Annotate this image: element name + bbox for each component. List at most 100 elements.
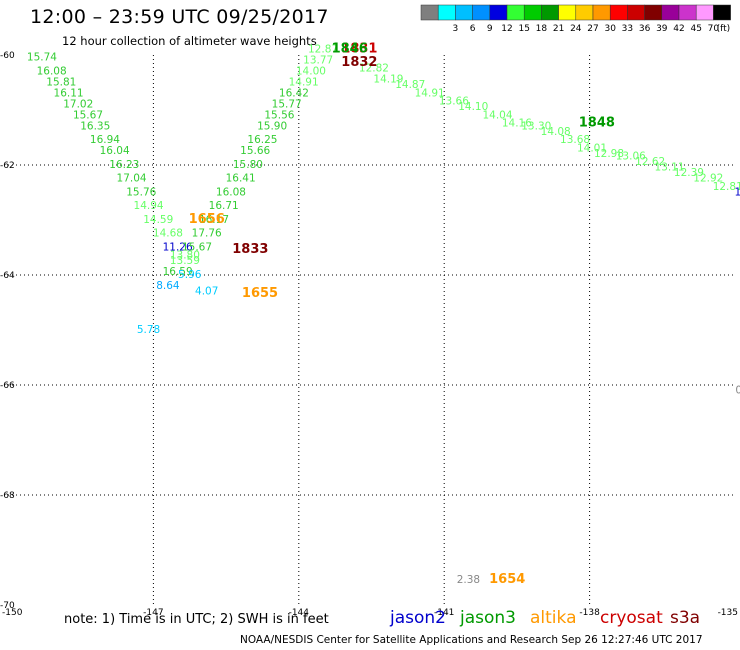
- scale-label: 15: [518, 24, 529, 34]
- time-label: 1655: [242, 286, 278, 301]
- swh-value-label: 13.66: [439, 96, 469, 108]
- y-tick-label: -64: [0, 271, 15, 281]
- scale-swatch: [661, 4, 680, 21]
- chart-title: 12:00 – 23:59 UTC 09/25/2017: [30, 6, 329, 28]
- time-label: 1846: [332, 41, 368, 56]
- swh-value-label: 17.76: [192, 228, 222, 240]
- time-label: 1654: [489, 572, 525, 587]
- swh-value-label: 2.38: [457, 574, 480, 586]
- swh-value-label: 12.82: [359, 63, 389, 75]
- y-tick-label: -60: [0, 51, 15, 61]
- y-tick-labels: -60 -62 -64 -66 -68 -70: [0, 51, 15, 611]
- swh-value-label: 14.10: [458, 101, 488, 113]
- scale-label: 9: [487, 24, 493, 34]
- scale-swatch: [713, 4, 731, 21]
- swh-value-label: 15.74: [27, 52, 57, 64]
- swh-value-label: 13.06: [616, 151, 646, 163]
- swh-value-label: 13.68: [560, 134, 590, 146]
- swh-value-label: 12.62: [635, 156, 665, 168]
- swh-value-label: 13.59: [170, 255, 200, 267]
- footer-credit: NOAA/NESDIS Center for Satellite Applica…: [240, 634, 703, 646]
- chart-subtitle: 12 hour collection of altimeter wave hei…: [62, 34, 317, 48]
- y-tick-label: -68: [0, 491, 15, 501]
- swh-value-label: 14.59: [143, 214, 173, 226]
- swh-value-label: 16.17: [199, 214, 229, 226]
- swh-value-label: 15.66: [240, 145, 270, 157]
- time-label: 1848: [579, 116, 615, 131]
- time-label: 1656: [189, 212, 225, 227]
- scale-label: 70: [708, 24, 720, 34]
- satellite-legend-jason3: jason3: [460, 608, 516, 628]
- y-tick-label: -62: [0, 161, 15, 171]
- scale-swatch: [592, 4, 611, 21]
- scale-label: 39: [656, 24, 668, 34]
- scale-unit: (ft): [717, 24, 731, 34]
- scale-label: 42: [673, 24, 684, 34]
- scale-swatch: [609, 4, 628, 21]
- scale-label: 21: [553, 24, 564, 34]
- scale-label: 45: [690, 24, 701, 34]
- swh-value-label: 17.04: [117, 173, 147, 185]
- color-scale-bar: 3 6 9 12 15 18 21 24 27 30 33 36 39 42 45 70(ft): [420, 4, 731, 34]
- satellite-legend-s3a: s3a: [670, 608, 701, 628]
- swh-value-label: 16.23: [109, 159, 139, 171]
- swh-value-label: 16.35: [80, 120, 110, 132]
- swh-value-label: 11.43: [735, 186, 740, 198]
- time-label: 1832: [341, 55, 377, 70]
- swh-value-label: 16.42: [279, 87, 309, 99]
- swh-value-label: 14.94: [134, 200, 164, 212]
- swh-value-label: 14.08: [541, 126, 571, 138]
- satellite-legend-cryosat: cryosat: [600, 608, 663, 628]
- swh-value-label: 13.30: [521, 120, 551, 132]
- swh-value-label: 14.19: [373, 74, 403, 86]
- swh-value-label: 4.07: [195, 285, 218, 297]
- swh-value-label: 16.71: [209, 200, 239, 212]
- swh-value-label: 16.04: [100, 145, 130, 157]
- x-tick-label: -135: [718, 608, 738, 618]
- x-tick-label: -138: [579, 608, 600, 618]
- swh-value-label: 14.01: [577, 142, 607, 154]
- swh-value-label: 14.16: [502, 118, 532, 130]
- swh-value-label: 15.90: [257, 120, 287, 132]
- swh-value-label: 15.67: [73, 109, 103, 121]
- footer-note: note: 1) Time is in UTC; 2) SWH is in fe…: [64, 612, 329, 627]
- swh-value-label: 8.64: [156, 280, 180, 292]
- x-tick-label: -147: [143, 608, 163, 618]
- satellite-legend-jason2: jason2: [390, 608, 446, 628]
- scale-swatch: [523, 4, 542, 21]
- scale-swatch: [695, 4, 714, 21]
- swh-value-label: 14.87: [395, 79, 425, 91]
- scale-swatch: [506, 4, 525, 21]
- scale-label: 36: [639, 24, 651, 34]
- satellite-legend-altika: altika: [530, 608, 577, 628]
- swh-value-label: 15.80: [233, 159, 263, 171]
- scale-label: 18: [536, 24, 548, 34]
- time-label: 1833: [232, 242, 268, 257]
- scale-swatch: [455, 4, 473, 21]
- swh-value-label: 16.41: [226, 173, 256, 185]
- swh-value-label: 12.87: [308, 43, 338, 55]
- scale-swatch: [678, 4, 697, 21]
- x-tick-labels: -150 -147 -144 -141 -138 -135: [2, 608, 738, 618]
- scale-label: 6: [470, 24, 476, 34]
- scale-label: 24: [570, 24, 582, 34]
- swh-value-label: 14.68: [153, 228, 183, 240]
- wave-height-labels: 15.7416.0815.8116.1117.0215.6716.3516.94…: [27, 43, 740, 586]
- scale-label: 3: [453, 24, 459, 34]
- swh-value-label: 15.67: [182, 241, 212, 253]
- swh-value-label: 13.80: [170, 250, 200, 262]
- swh-value-label: 16.59: [163, 266, 193, 278]
- x-tick-label: -144: [289, 608, 310, 618]
- swh-value-label: 14.91: [289, 76, 319, 88]
- scale-swatch: [541, 4, 559, 21]
- scale-swatch: [558, 4, 577, 21]
- swh-value-label: 16.08: [37, 65, 67, 77]
- swh-value-label: 16.94: [90, 134, 120, 146]
- scale-swatch: [575, 4, 594, 21]
- scale-label: 33: [622, 24, 633, 34]
- y-tick-label: -70: [0, 601, 15, 611]
- x-tick-label: -150: [2, 608, 23, 618]
- swh-value-label: 16.08: [216, 186, 246, 198]
- scale-label: 12: [501, 24, 512, 34]
